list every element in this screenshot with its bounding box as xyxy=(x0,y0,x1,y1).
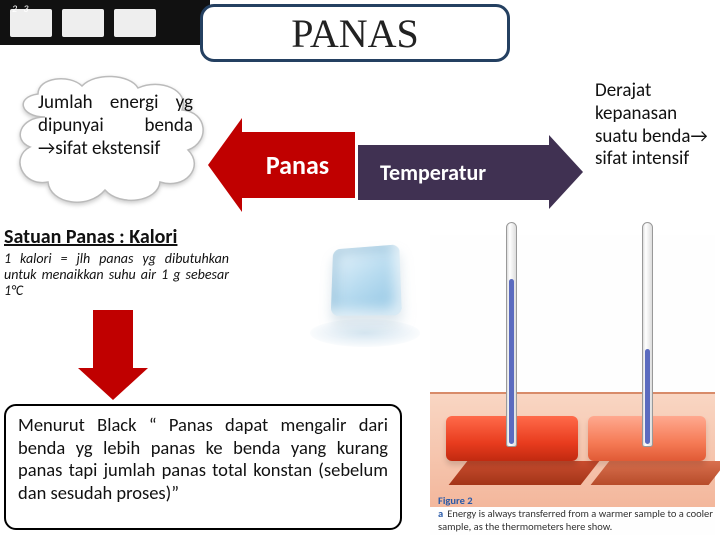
ice-puddle xyxy=(310,319,420,347)
satuan-heading: Satuan Panas : Kalori xyxy=(4,225,229,249)
right-definition-text: Derajat kepanasan suatu benda→ sifat int… xyxy=(595,80,715,171)
cloud-text: Jumlah energi yg dipunyai benda →sifat e… xyxy=(38,92,193,160)
thermometer-cool xyxy=(642,222,653,447)
ice-cube xyxy=(331,244,402,315)
film-number: 2 3 xyxy=(12,2,30,15)
mercury-cool xyxy=(645,349,650,444)
filmstrip-decor: 2 3 xyxy=(0,0,210,45)
arrow-right-label: Temperatur xyxy=(380,159,486,186)
down-arrow-tip xyxy=(78,368,148,400)
slide-title-container: PANAS xyxy=(200,4,510,62)
right-arrow-temperatur: Temperatur xyxy=(358,135,583,210)
down-arrow-body xyxy=(93,310,133,368)
cloud-callout: Jumlah energi yg dipunyai benda →sifat e… xyxy=(10,72,215,217)
arrow-left-body: Panas xyxy=(240,132,355,198)
arrow-left-label: Panas xyxy=(266,149,329,181)
figure-label: Figure 2 xyxy=(438,494,473,507)
down-arrow xyxy=(78,310,148,400)
arrow-right-tip xyxy=(549,135,583,209)
figure-item: a xyxy=(438,507,443,520)
left-arrow-panas: Panas xyxy=(208,118,358,213)
figure-caption: Figure 2 aEnergy is always transferred f… xyxy=(438,494,713,533)
figure-caption-text: Energy is always transferred from a warm… xyxy=(438,507,713,533)
film-frame xyxy=(114,9,156,37)
satuan-desc: 1 kalori = jlh panas yg dibutuhkan untuk… xyxy=(4,251,229,299)
cool-bar-side xyxy=(591,461,720,485)
arrow-left-tip xyxy=(208,118,242,212)
thermometer-hot xyxy=(506,222,517,447)
black-quote-box: Menurut Black “ Panas dapat mengalir dar… xyxy=(4,404,402,530)
mercury-hot xyxy=(509,279,514,444)
ice-cube-image xyxy=(305,235,425,355)
slide-title: PANAS xyxy=(291,10,418,57)
film-frame xyxy=(62,9,104,37)
satuan-block: Satuan Panas : Kalori 1 kalori = jlh pan… xyxy=(4,225,229,299)
thermometer-figure: Figure 2 aEnergy is always transferred f… xyxy=(430,235,715,535)
hot-bar-side xyxy=(449,461,600,485)
arrow-right-body: Temperatur xyxy=(358,145,550,200)
